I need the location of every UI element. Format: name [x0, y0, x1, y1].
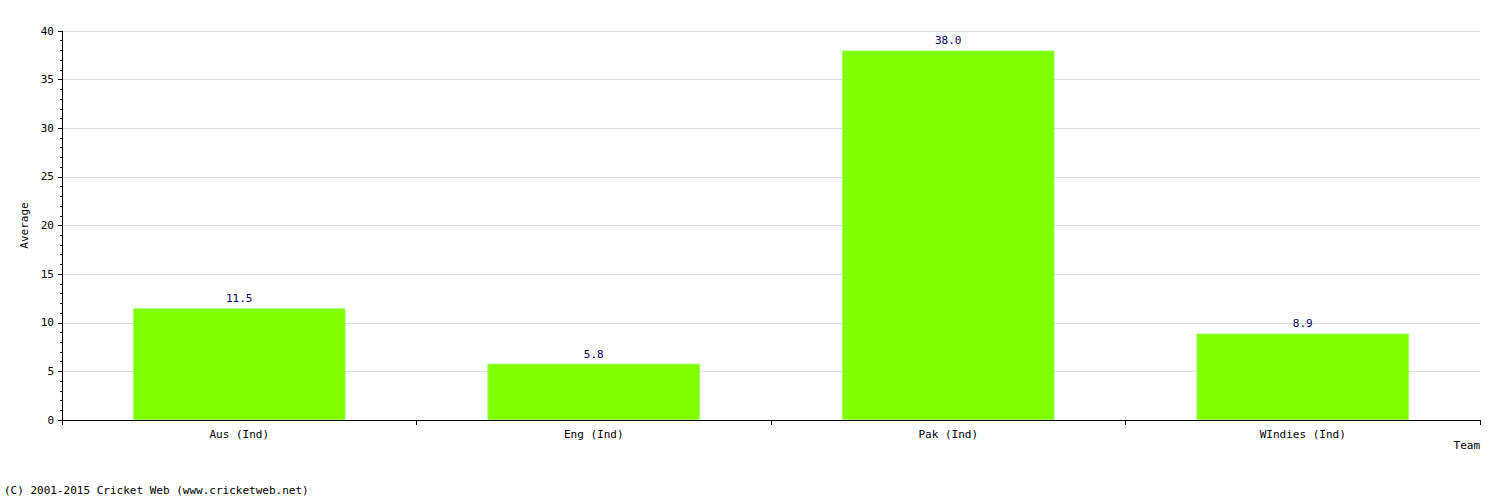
svg-text:38.0: 38.0 [935, 34, 962, 47]
svg-text:15: 15 [41, 268, 54, 281]
svg-text:5.8: 5.8 [584, 348, 604, 361]
svg-text:5: 5 [47, 365, 54, 378]
svg-text:20: 20 [41, 219, 54, 232]
svg-text:Eng (Ind): Eng (Ind) [564, 428, 624, 441]
svg-text:(C) 2001-2015 Cricket Web (www: (C) 2001-2015 Cricket Web (www.cricketwe… [4, 484, 309, 497]
svg-text:Average: Average [18, 202, 31, 248]
svg-text:Team: Team [1454, 439, 1481, 452]
svg-text:Aus (Ind): Aus (Ind) [209, 428, 269, 441]
svg-text:Pak (Ind): Pak (Ind) [918, 428, 978, 441]
svg-text:WIndies (Ind): WIndies (Ind) [1260, 428, 1346, 441]
svg-text:25: 25 [41, 170, 54, 183]
svg-text:35: 35 [41, 73, 54, 86]
svg-text:0: 0 [47, 414, 54, 427]
svg-text:10: 10 [41, 316, 54, 329]
svg-text:40: 40 [41, 25, 54, 38]
svg-text:8.9: 8.9 [1293, 317, 1313, 330]
svg-text:30: 30 [41, 122, 54, 135]
svg-text:11.5: 11.5 [226, 292, 253, 305]
